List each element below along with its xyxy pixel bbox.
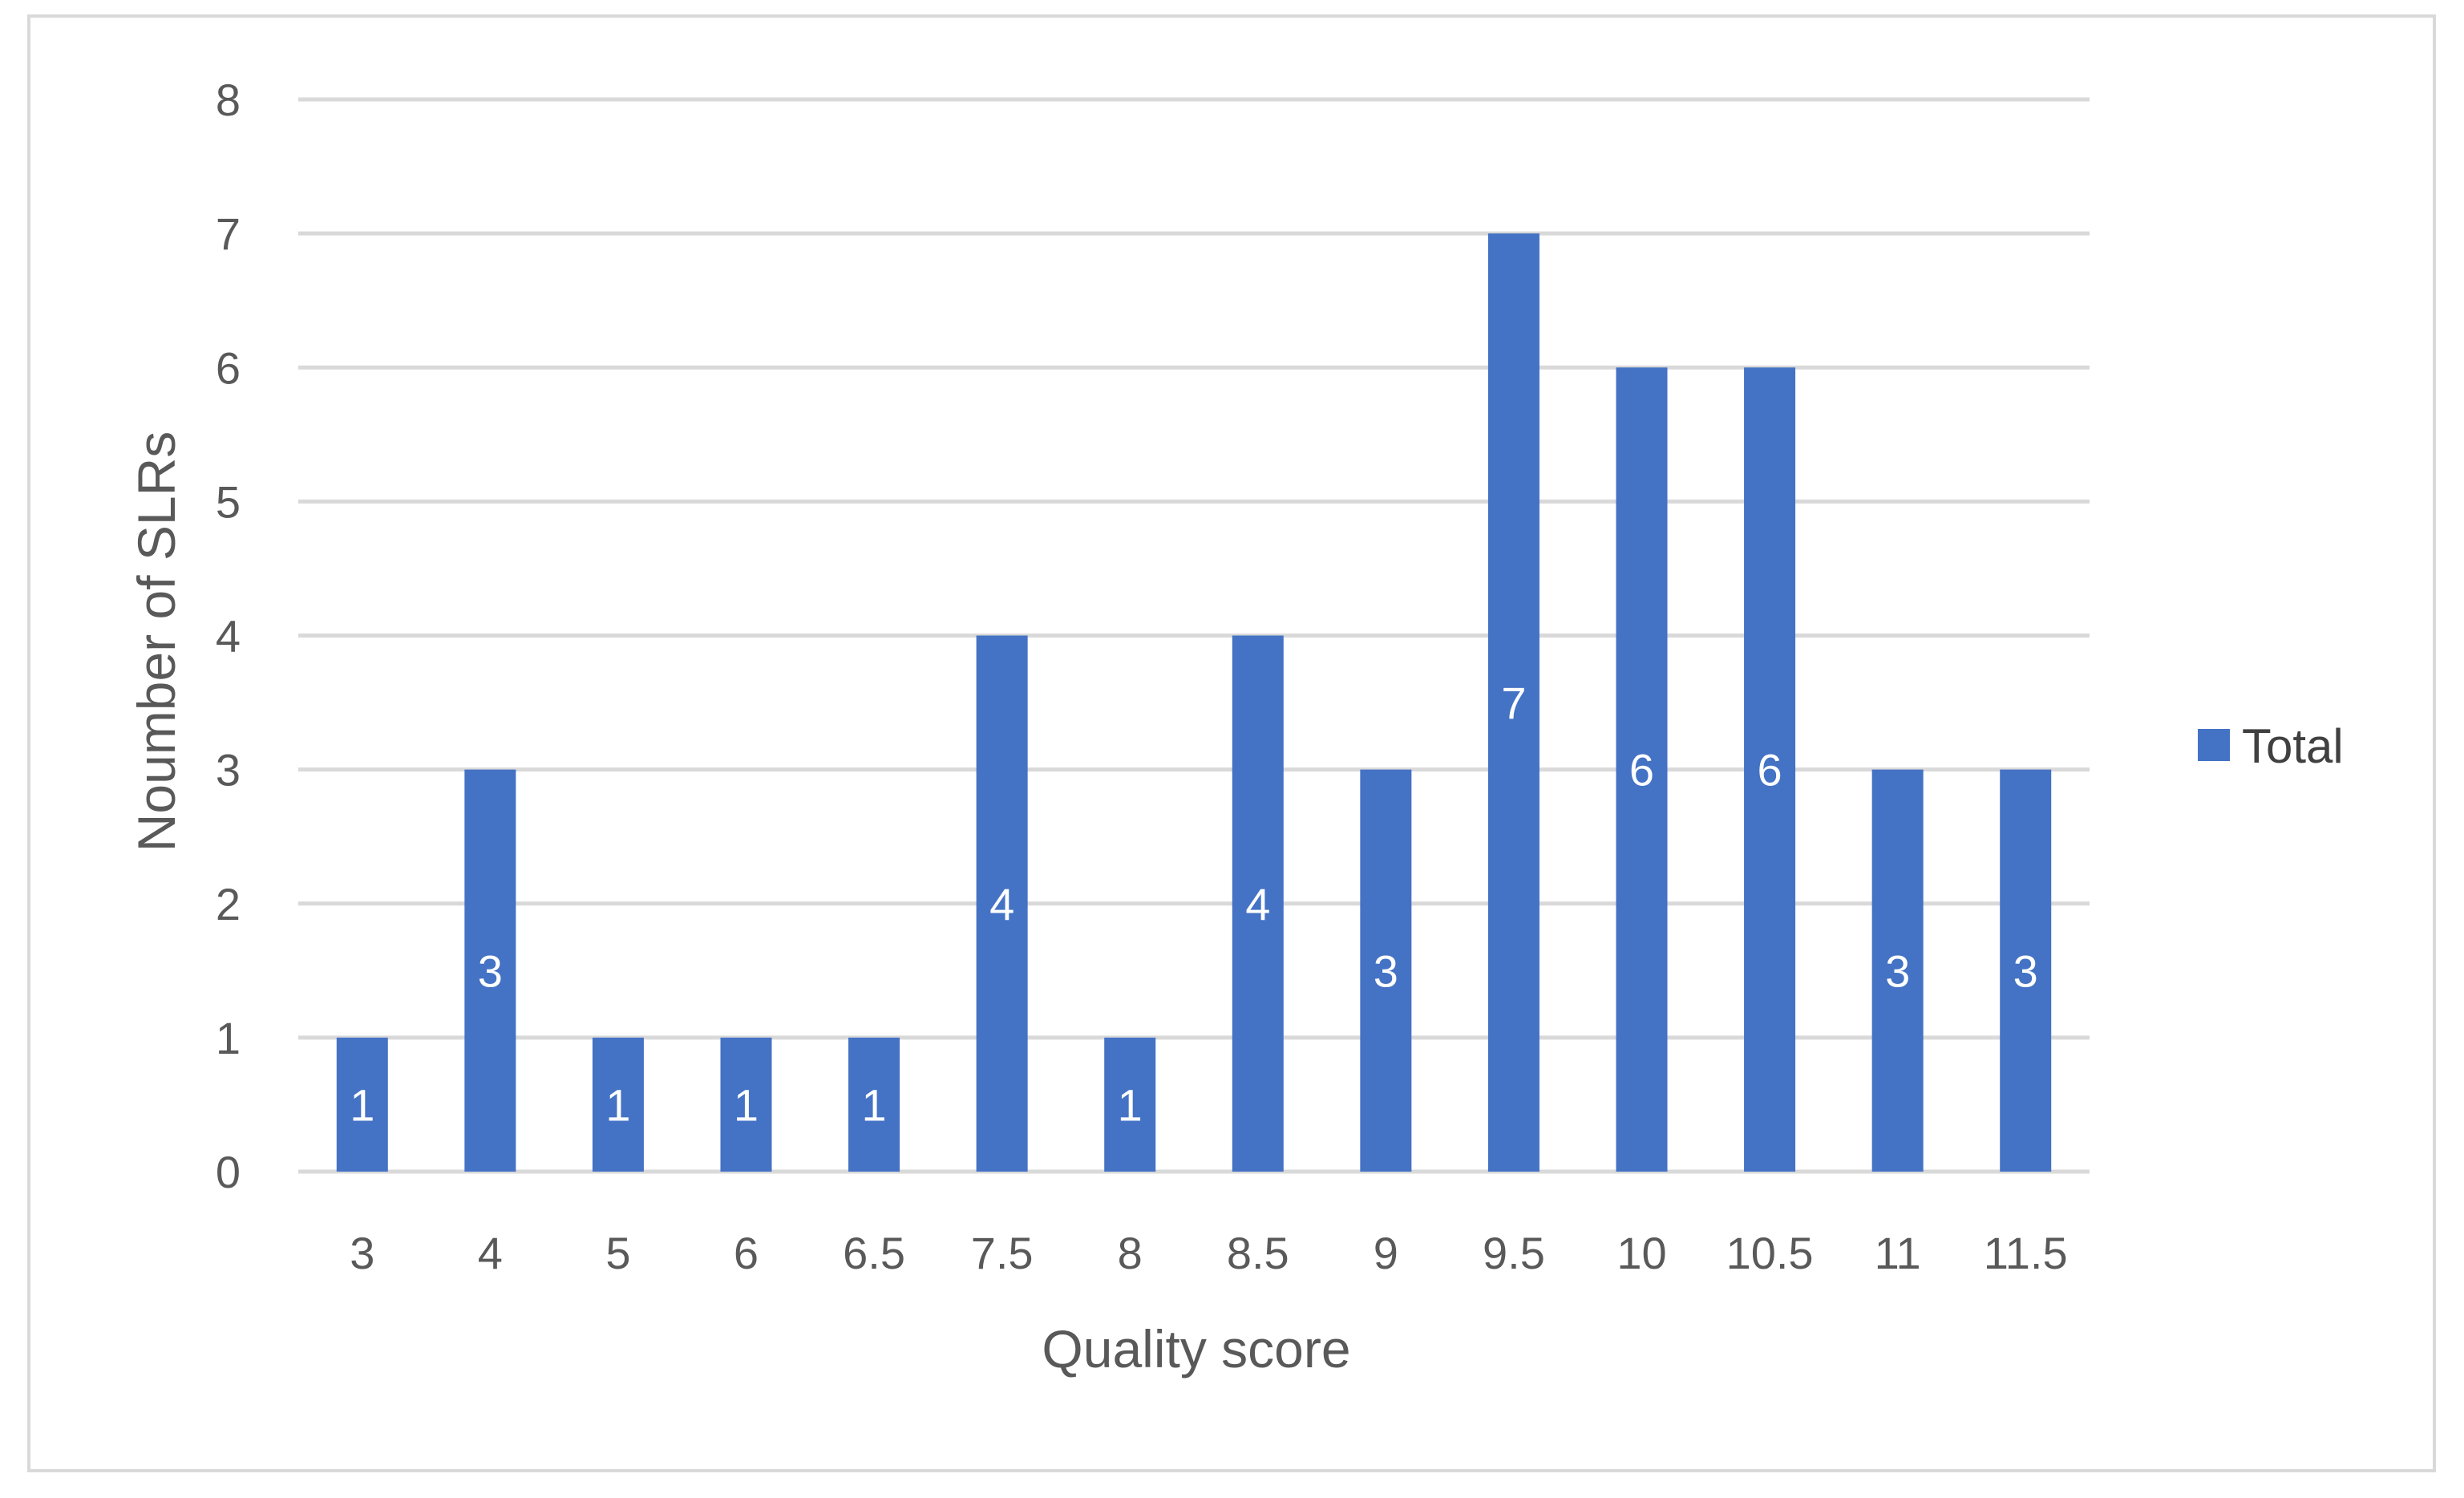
x-tick-label: 11 — [1875, 1228, 1921, 1278]
x-tick-label: 6 — [734, 1228, 759, 1278]
data-labels: 1 3 1 1 1 4 1 4 3 7 6 6 3 3 — [350, 678, 2038, 1130]
data-label: 1 — [861, 1079, 886, 1130]
legend-label-total: Total — [2242, 719, 2344, 773]
bar — [1360, 769, 1412, 1172]
x-tick-label: 8.5 — [1227, 1228, 1289, 1278]
x-axis-title: Quality score — [1042, 1319, 1350, 1379]
y-axis-tick-labels: 0 1 2 3 4 5 6 7 8 — [216, 75, 241, 1197]
data-label: 3 — [1374, 945, 1398, 996]
data-label: 7 — [1501, 678, 1526, 728]
bar — [592, 1037, 644, 1172]
legend-swatch-total — [2198, 729, 2230, 761]
y-tick-label: 5 — [216, 476, 241, 527]
x-axis-tick-labels: 3 4 5 6 6.5 7.5 8 8.5 9 9.5 10 10.5 11 11.5 — [350, 1228, 2067, 1278]
gridlines — [298, 97, 2090, 1174]
data-label: 1 — [734, 1079, 759, 1130]
x-tick-label: 9.5 — [1483, 1228, 1545, 1278]
x-tick-label: 10.5 — [1726, 1228, 1814, 1278]
bar — [336, 1037, 388, 1172]
data-label: 6 — [1757, 745, 1782, 796]
bar — [976, 635, 1028, 1172]
y-axis-title: Noumber of SLRs — [127, 431, 186, 852]
bar — [464, 769, 516, 1172]
x-tick-label: 5 — [605, 1228, 630, 1278]
data-label: 4 — [1245, 879, 1270, 929]
bar — [1871, 769, 1924, 1172]
data-label: 1 — [605, 1079, 630, 1130]
x-tick-label: 11.5 — [1984, 1228, 2068, 1278]
bar — [1744, 367, 1796, 1172]
bar — [848, 1037, 900, 1172]
x-tick-label: 10 — [1616, 1228, 1666, 1278]
data-label: 6 — [1629, 745, 1654, 796]
y-tick-label: 4 — [216, 611, 241, 662]
bar — [1616, 367, 1668, 1172]
x-tick-label: 9 — [1374, 1228, 1398, 1278]
legend: Total — [2198, 719, 2344, 773]
bars — [336, 233, 2052, 1172]
x-tick-label: 8 — [1118, 1228, 1143, 1278]
y-tick-label: 8 — [216, 75, 241, 125]
y-tick-label: 7 — [216, 209, 241, 259]
chart-area — [27, 14, 2436, 1472]
x-tick-label: 6.5 — [843, 1228, 905, 1278]
x-tick-label: 3 — [350, 1228, 374, 1278]
y-tick-label: 2 — [216, 879, 241, 929]
bar — [2000, 769, 2052, 1172]
bar — [1232, 635, 1284, 1172]
bar — [720, 1037, 772, 1172]
bar — [1104, 1037, 1156, 1172]
x-tick-label: 4 — [478, 1228, 503, 1278]
data-label: 3 — [2013, 945, 2038, 996]
bar — [1487, 233, 1539, 1172]
data-label: 4 — [989, 879, 1014, 929]
y-tick-label: 1 — [216, 1013, 241, 1063]
y-tick-label: 0 — [216, 1147, 241, 1197]
data-label: 3 — [1885, 945, 1910, 996]
y-tick-label: 3 — [216, 745, 241, 796]
x-tick-label: 7.5 — [971, 1228, 1034, 1278]
data-label: 1 — [350, 1079, 374, 1130]
data-label: 3 — [478, 945, 503, 996]
y-tick-label: 6 — [216, 342, 241, 393]
data-label: 1 — [1118, 1079, 1143, 1130]
